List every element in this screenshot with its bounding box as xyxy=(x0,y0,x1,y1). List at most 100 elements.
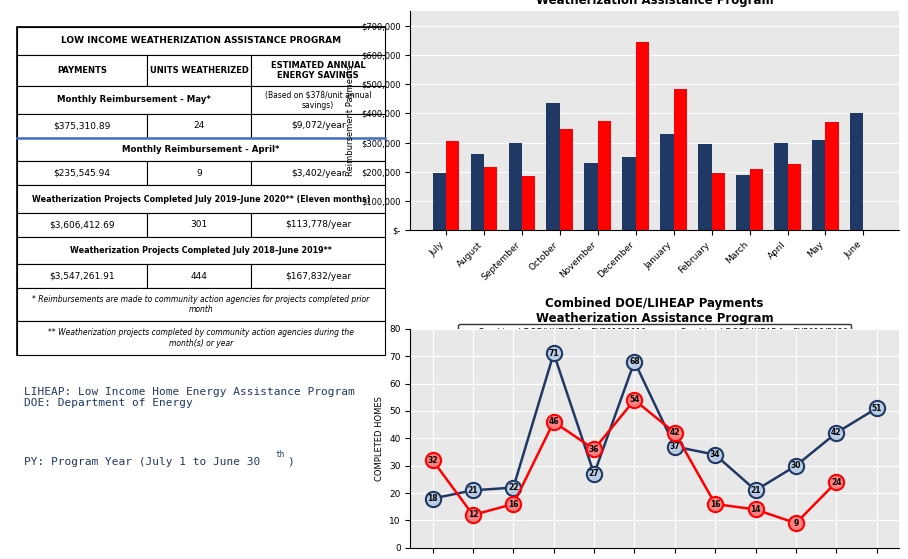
Y-axis label: COMPLETED HOMES: COMPLETED HOMES xyxy=(375,396,383,481)
Text: th: th xyxy=(276,449,285,458)
Bar xyxy=(825,122,839,230)
Bar xyxy=(470,154,484,230)
Text: 71: 71 xyxy=(548,349,559,358)
Bar xyxy=(522,176,535,230)
Text: $3,606,412.69: $3,606,412.69 xyxy=(49,220,114,229)
Text: 444: 444 xyxy=(191,272,208,281)
Text: 32: 32 xyxy=(428,456,438,465)
Title: Combined DOE/LIHEAP Payments
Weatherization Assistance Program: Combined DOE/LIHEAP Payments Weatherizat… xyxy=(536,297,774,325)
Line: Combined DOE/LIHEAP for PY2018/2019: Combined DOE/LIHEAP for PY2018/2019 xyxy=(425,346,884,506)
Bar xyxy=(251,213,385,237)
Bar xyxy=(812,140,825,230)
Combined DOE/LIHEAP for PY2019/2020 xyxy=(831,479,842,485)
Bar xyxy=(559,130,573,230)
Text: 46: 46 xyxy=(548,418,559,427)
Text: $9,072/year: $9,072/year xyxy=(291,121,345,130)
Text: (Based on $378/unit annual
savings): (Based on $378/unit annual savings) xyxy=(265,90,371,110)
Text: Monthly Reimbursement - April*: Monthly Reimbursement - April* xyxy=(123,145,280,154)
Combined DOE/LIHEAP for PY2018/2019 xyxy=(468,487,479,494)
Combined DOE/LIHEAP for PY2019/2020 xyxy=(710,501,721,508)
Text: 42: 42 xyxy=(831,428,842,437)
Text: 24: 24 xyxy=(831,477,842,486)
Text: UNITS WEATHERIZED: UNITS WEATHERIZED xyxy=(150,66,249,75)
Bar xyxy=(16,264,147,288)
Text: 14: 14 xyxy=(750,505,761,514)
Combined DOE/LIHEAP for PY2018/2019 xyxy=(750,487,761,494)
Text: PAYMENTS: PAYMENTS xyxy=(57,66,107,75)
Bar xyxy=(850,113,864,230)
Combined DOE/LIHEAP for PY2019/2020 xyxy=(791,520,802,527)
Bar xyxy=(251,162,385,186)
Combined DOE/LIHEAP for PY2018/2019 xyxy=(831,429,842,436)
Bar xyxy=(636,42,649,230)
Text: 30: 30 xyxy=(791,461,801,470)
Bar xyxy=(16,237,385,264)
Text: PY: Program Year (July 1 to June 30: PY: Program Year (July 1 to June 30 xyxy=(25,457,261,467)
Text: 16: 16 xyxy=(508,500,518,509)
Bar xyxy=(698,144,712,230)
Text: 22: 22 xyxy=(508,483,518,492)
Combined DOE/LIHEAP for PY2018/2019 xyxy=(872,405,883,411)
Bar xyxy=(432,173,446,230)
Combined DOE/LIHEAP for PY2018/2019 xyxy=(710,451,721,458)
Bar xyxy=(147,113,251,138)
Text: Weatherization Projects Completed July 2019–June 2020** (Eleven months): Weatherization Projects Completed July 2… xyxy=(32,195,370,203)
Combined DOE/LIHEAP for PY2019/2020 xyxy=(508,501,518,508)
Text: 12: 12 xyxy=(468,510,479,519)
Text: 21: 21 xyxy=(468,486,479,495)
Bar xyxy=(712,173,725,230)
Legend: Combined DOE/LIHEAP for PY2018/2019, Combined DOE/LIHEAP for PY2019/2020: Combined DOE/LIHEAP for PY2018/2019, Com… xyxy=(459,324,851,340)
Bar xyxy=(16,138,385,162)
Bar xyxy=(16,186,385,213)
Text: Monthly Reimbursement - May*: Monthly Reimbursement - May* xyxy=(57,96,211,105)
Text: 34: 34 xyxy=(710,450,720,459)
Text: 36: 36 xyxy=(588,445,599,454)
Text: 21: 21 xyxy=(750,486,761,495)
Combined DOE/LIHEAP for PY2019/2020 xyxy=(669,429,680,436)
Bar xyxy=(787,164,801,230)
Bar xyxy=(16,162,147,186)
Line: Combined DOE/LIHEAP for PY2019/2020: Combined DOE/LIHEAP for PY2019/2020 xyxy=(425,392,844,531)
Text: Weatherization Projects Completed July 2018–June 2019**: Weatherization Projects Completed July 2… xyxy=(70,246,332,255)
Bar xyxy=(16,113,147,138)
Bar xyxy=(16,27,385,55)
Bar xyxy=(736,175,749,230)
Bar xyxy=(147,55,251,86)
Text: $3,402/year: $3,402/year xyxy=(291,169,345,178)
Bar xyxy=(674,88,687,230)
Title: Combined DOE/LIHEAP Payments
Weatherization Assistance Program: Combined DOE/LIHEAP Payments Weatherizat… xyxy=(536,0,774,7)
Text: LIHEAP: Low Income Home Energy Assistance Program
DOE: Department of Energy: LIHEAP: Low Income Home Energy Assistanc… xyxy=(25,387,355,409)
Text: 42: 42 xyxy=(669,428,680,437)
Text: 27: 27 xyxy=(588,470,599,479)
Bar xyxy=(16,213,147,237)
Bar xyxy=(660,134,674,230)
Text: 16: 16 xyxy=(710,500,720,509)
Text: ): ) xyxy=(287,457,294,467)
Text: 24: 24 xyxy=(193,121,204,130)
Combined DOE/LIHEAP for PY2018/2019 xyxy=(508,484,518,491)
Bar xyxy=(251,55,385,86)
Bar xyxy=(547,103,559,230)
Text: $113,778/year: $113,778/year xyxy=(285,220,351,229)
Bar xyxy=(251,86,385,113)
Bar xyxy=(16,288,385,321)
Bar xyxy=(16,55,147,86)
Text: LOW INCOME WEATHERIZATION ASSISTANCE PROGRAM: LOW INCOME WEATHERIZATION ASSISTANCE PRO… xyxy=(61,36,341,45)
Bar xyxy=(622,157,636,230)
Combined DOE/LIHEAP for PY2019/2020 xyxy=(427,457,438,463)
Bar xyxy=(16,321,385,354)
Bar xyxy=(147,162,251,186)
Text: $167,832/year: $167,832/year xyxy=(285,272,351,281)
Bar xyxy=(251,264,385,288)
Text: 37: 37 xyxy=(669,442,680,451)
Y-axis label: Reimbursement Payments: Reimbursement Payments xyxy=(347,65,355,176)
Bar xyxy=(597,121,611,230)
Text: $3,547,261.91: $3,547,261.91 xyxy=(49,272,114,281)
Text: 9: 9 xyxy=(196,169,202,178)
Text: 301: 301 xyxy=(191,220,208,229)
Bar xyxy=(508,143,522,230)
Bar xyxy=(251,113,385,138)
Text: $235,545.94: $235,545.94 xyxy=(54,169,111,178)
Bar xyxy=(484,168,497,230)
Text: * Reimbursements are made to community action agencies for projects completed pr: * Reimbursements are made to community a… xyxy=(33,295,370,314)
